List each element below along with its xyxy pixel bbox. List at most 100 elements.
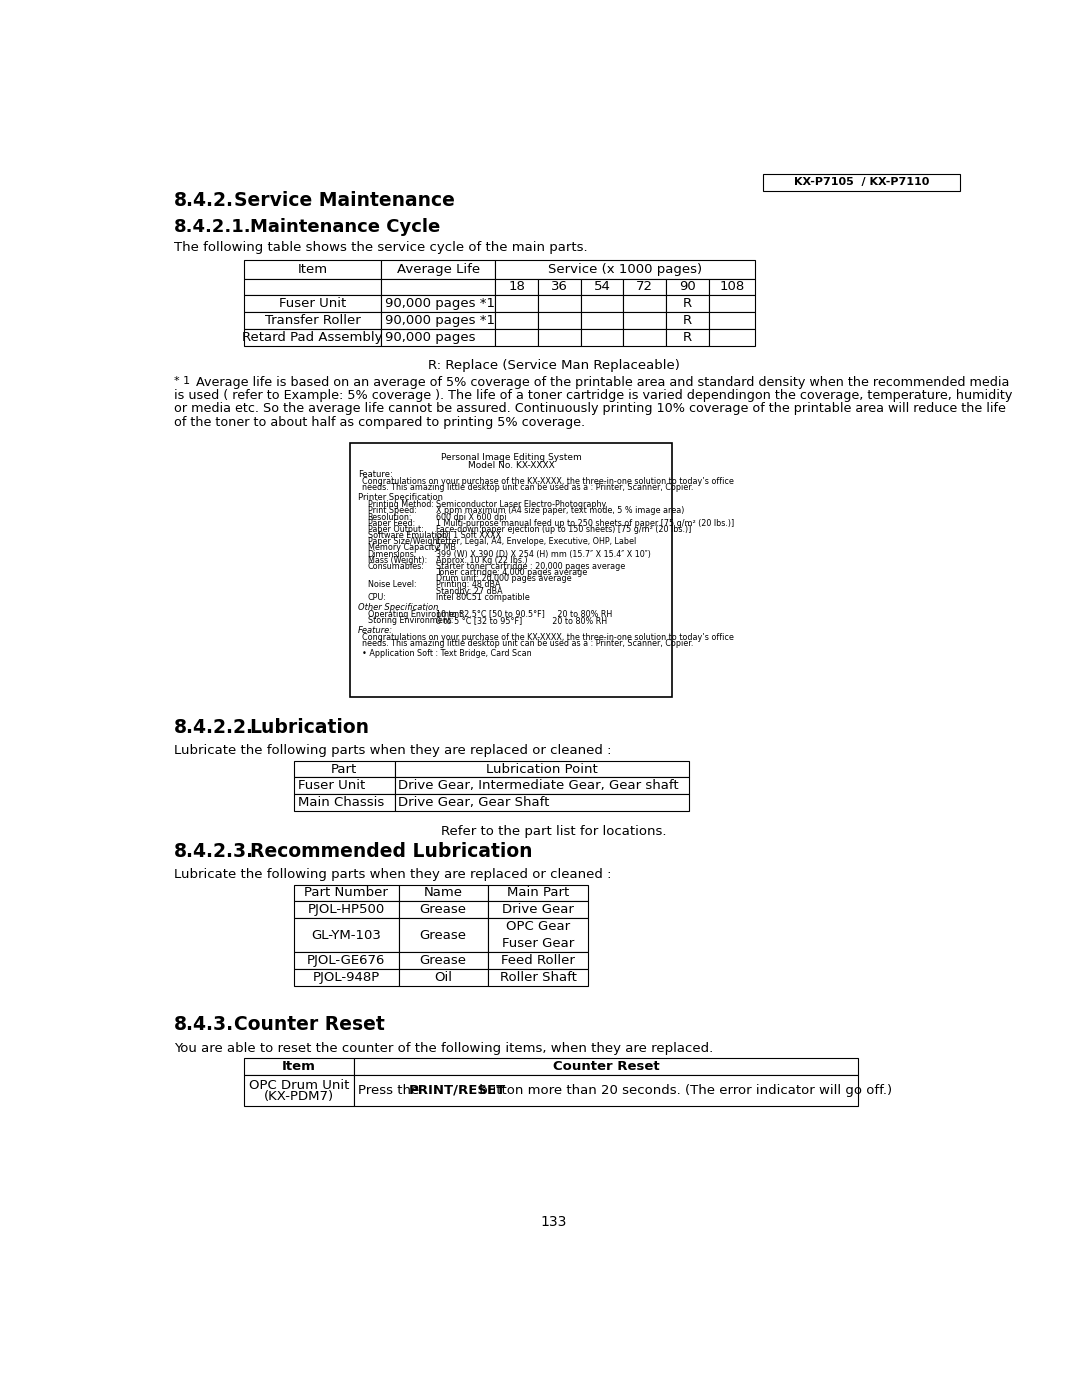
Text: Drive Gear: Drive Gear [502,904,573,916]
Text: PJOL-GE676: PJOL-GE676 [307,954,386,967]
Bar [243,279,381,295]
Bar [581,312,623,328]
Bar [243,260,381,279]
Bar [581,295,623,312]
Text: 108: 108 [719,281,744,293]
Text: 90: 90 [679,281,696,293]
Text: Paper Output:: Paper Output: [367,525,423,534]
Text: * 1: * 1 [174,376,190,387]
Text: of the toner to about half as compared to printing 5% coverage.: of the toner to about half as compared t… [174,415,585,429]
Bar [394,760,689,778]
Text: OPC Gear: OPC Gear [505,921,570,933]
Text: Letter, Legal, A4, Envelope, Executive, OHP, Label: Letter, Legal, A4, Envelope, Executive, … [435,538,636,546]
Bar [399,901,488,918]
Text: or media etc. So the average life cannot be assured. Continuously printing 10% c: or media etc. So the average life cannot… [174,402,1005,415]
Text: You are able to reset the counter of the following items, when they are replaced: You are able to reset the counter of the… [174,1042,713,1055]
Bar [496,295,538,312]
Text: Dimensions:: Dimensions: [367,549,417,559]
Bar [399,953,488,970]
Bar [623,312,666,328]
Bar [243,295,381,312]
Text: 18: 18 [509,281,525,293]
Text: 8.4.2.3.: 8.4.2.3. [174,842,254,861]
Text: 54: 54 [594,281,610,293]
Text: Face-down paper ejection (up to 150 sheets) [75 g/m² (20 lbs.)]: Face-down paper ejection (up to 150 shee… [435,525,691,534]
Text: Grease: Grease [419,954,467,967]
Text: Refer to the part list for locations.: Refer to the part list for locations. [441,826,666,838]
Text: Name: Name [423,887,462,900]
Text: Lubricate the following parts when they are replaced or cleaned :: Lubricate the following parts when they … [174,745,611,757]
Text: CPU:: CPU: [367,592,387,602]
Text: button more than 20 seconds. (The error indicator will go off.): button more than 20 seconds. (The error … [475,1084,892,1097]
Bar [381,312,496,328]
Text: Recommended Lubrication: Recommended Lubrication [249,842,532,861]
Text: (KX-PDM7): (KX-PDM7) [264,1090,334,1102]
Bar [581,279,623,295]
Text: Feature:: Feature: [359,471,393,479]
Text: Press the: Press the [359,1084,423,1097]
Text: Printing Method:: Printing Method: [367,500,433,510]
Text: Intel 80C51 compatible: Intel 80C51 compatible [435,592,529,602]
Text: R: R [683,296,692,310]
Bar [399,970,488,986]
Bar [381,295,496,312]
Text: 90,000 pages *1: 90,000 pages *1 [386,313,496,327]
Bar [496,279,538,295]
Text: GDI 1 Soft XXXX: GDI 1 Soft XXXX [435,531,501,541]
Text: 8.4.3.: 8.4.3. [174,1016,234,1034]
Bar [354,1058,859,1074]
Text: GL-YM-103: GL-YM-103 [311,929,381,942]
Text: Standby: 27 dBA: Standby: 27 dBA [435,587,502,595]
Text: Drive Gear, Gear Shaft: Drive Gear, Gear Shaft [399,796,550,809]
Text: needs. This amazing little desktop unit can be used as a : Printer, Scanner, Cop: needs. This amazing little desktop unit … [362,638,693,648]
Text: Approx. 10 Kg (22 lbs.): Approx. 10 Kg (22 lbs.) [435,556,527,564]
Text: Counter Reset: Counter Reset [553,1060,660,1073]
Text: Average life is based on an average of 5% coverage of the printable area and sta: Average life is based on an average of 5… [192,376,1010,390]
Bar [488,884,589,901]
Text: 8.4.2.1.: 8.4.2.1. [174,218,252,236]
Text: 36: 36 [551,281,568,293]
Text: PJOL-HP500: PJOL-HP500 [308,904,384,916]
Text: 8.4.2.2.: 8.4.2.2. [174,718,254,738]
Bar [708,279,755,295]
Text: 1 Multi-purpose manual feed up to 250 sheets of paper [75 g/m² (20 lbs.)]: 1 Multi-purpose manual feed up to 250 sh… [435,518,734,528]
Bar [666,328,708,345]
Text: Congratulations on your purchase of the KX-XXXX, the three-in-one solution to to: Congratulations on your purchase of the … [362,633,734,641]
Text: Grease: Grease [419,929,467,942]
Bar [243,312,381,328]
Bar [496,312,538,328]
Bar [708,328,755,345]
Text: Fuser Gear: Fuser Gear [502,937,575,950]
Text: Lubrication Point: Lubrication Point [486,763,597,775]
Text: Operating Environment:: Operating Environment: [367,609,464,619]
Bar [381,279,496,295]
Text: KX-P7105  / KX-P7110: KX-P7105 / KX-P7110 [794,177,929,187]
Text: Part: Part [332,763,357,775]
Text: 399 (W) X 390 (D) X 254 (H) mm (15.7″ X 15.4″ X 10″): 399 (W) X 390 (D) X 254 (H) mm (15.7″ X … [435,549,650,559]
Text: Mass (Weight):: Mass (Weight): [367,556,427,564]
Text: Drum unit: 20,000 pages average: Drum unit: 20,000 pages average [435,574,571,583]
Text: 90,000 pages *1: 90,000 pages *1 [386,296,496,310]
Bar [538,279,581,295]
Bar [623,295,666,312]
Bar [762,173,960,191]
Bar [666,312,708,328]
Bar [399,918,488,953]
Text: 90,000 pages: 90,000 pages [386,331,476,344]
Text: Congratulations on your purchase of the KX-XXXX, the three-in-one solution to to: Congratulations on your purchase of the … [362,478,734,486]
Bar [708,312,755,328]
Text: Main Part: Main Part [507,887,569,900]
Text: 2 MB: 2 MB [435,543,456,552]
Text: Main Chassis: Main Chassis [298,796,384,809]
Bar [538,328,581,345]
Text: Item: Item [297,263,327,277]
Text: Paper Feed:: Paper Feed: [367,518,415,528]
Text: Printing: 48 dBA: Printing: 48 dBA [435,580,500,590]
Bar [381,328,496,345]
Text: Roller Shaft: Roller Shaft [500,971,577,983]
Bar [488,918,589,953]
Text: X ppm maximum (A4 size paper, text mode, 5 % image area): X ppm maximum (A4 size paper, text mode,… [435,507,684,515]
Text: needs. This amazing little desktop unit can be used as a : Printer, Scanner, Cop: needs. This amazing little desktop unit … [362,483,693,492]
Bar [243,1074,354,1105]
Text: Personal Image Editing System: Personal Image Editing System [441,453,582,462]
